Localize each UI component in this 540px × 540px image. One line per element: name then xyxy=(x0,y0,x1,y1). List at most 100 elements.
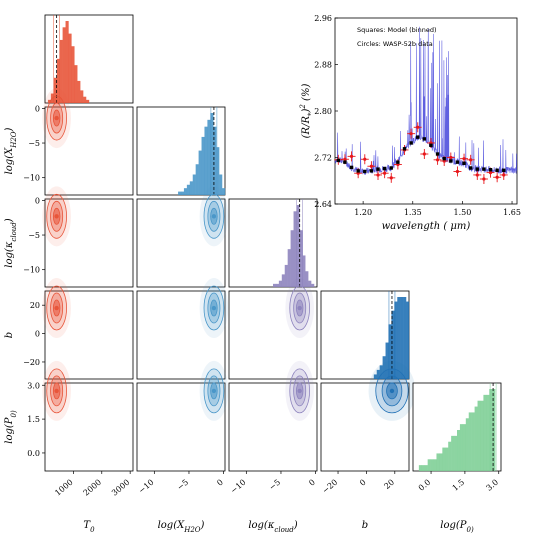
data-point xyxy=(462,157,466,161)
density-peak xyxy=(211,214,217,219)
histogram-bar xyxy=(219,174,223,195)
histogram-bar xyxy=(480,400,484,471)
model-binned-point xyxy=(402,147,407,151)
y-axis-label: b xyxy=(4,332,15,338)
histogram-bar xyxy=(400,297,404,379)
x-axis-label: log(XH2O) xyxy=(158,520,205,534)
x-tick-label: 0.0 xyxy=(417,478,433,493)
histogram-bar xyxy=(474,406,478,471)
histogram-bar xyxy=(471,412,475,471)
histogram-bar xyxy=(465,418,469,471)
histogram-bar xyxy=(454,435,458,471)
histogram-bar xyxy=(210,113,214,195)
histogram-bar xyxy=(56,58,60,103)
panel-kcloud-vs-kcloud xyxy=(228,198,318,288)
data-point xyxy=(495,175,499,179)
x-tick-label: 0 xyxy=(358,478,368,488)
x-tick-label: 1000 xyxy=(53,478,74,498)
histogram-bar xyxy=(74,65,78,103)
histogram-bar xyxy=(394,301,398,379)
x-tick-label: −20 xyxy=(321,478,340,496)
x-tick-label: −5 xyxy=(267,478,282,492)
y-tick-label: 0 xyxy=(35,104,40,113)
y-tick-label: −5 xyxy=(28,139,40,148)
histogram-bar xyxy=(436,453,440,471)
histogram-bar xyxy=(68,33,72,103)
panel-frame xyxy=(136,382,226,472)
data-point xyxy=(449,155,453,160)
model-binned-point xyxy=(442,156,446,161)
spectrum-panel: 1.20 1.35 1.50 1.65 2.64 2.72 2.80 2.88 2.96 wave… xyxy=(299,14,521,232)
model-binned-point xyxy=(455,160,460,164)
histogram-bar xyxy=(290,230,294,287)
data-point xyxy=(349,154,354,158)
histogram-bar xyxy=(382,356,386,379)
spectrum-legend-entry: Squares: Model (binned) xyxy=(357,26,436,34)
histogram-bar xyxy=(442,447,446,471)
data-point xyxy=(502,173,506,177)
panel-P0-vs-kcloud xyxy=(228,360,318,472)
model-binned-point xyxy=(502,168,506,172)
x-tick-label: −10 xyxy=(137,478,156,496)
model-binned-point xyxy=(336,158,341,163)
model-binned-point xyxy=(396,160,400,164)
histogram-bar xyxy=(71,46,75,103)
histogram-bar xyxy=(302,255,306,287)
panel-frame xyxy=(136,290,226,380)
spectrum-y-tick-label: 2.72 xyxy=(314,154,332,163)
panel-kcloud-vs-XH2O xyxy=(136,186,229,288)
histogram-bar xyxy=(477,400,481,471)
histogram-bar xyxy=(418,465,422,471)
model-binned-point xyxy=(422,137,427,141)
density-peak xyxy=(211,305,217,311)
histogram-bar xyxy=(459,424,464,471)
model-binned-point xyxy=(468,166,473,170)
spectrum-legend-entry: Circles: WASP-52b data xyxy=(357,40,433,48)
x-tick-label: 3.0 xyxy=(484,478,500,493)
model-binned-point xyxy=(449,159,453,163)
histogram-bar xyxy=(186,184,190,195)
spectrum-y-tick-label: 2.80 xyxy=(314,107,332,116)
x-axis-label: log(κcloud) xyxy=(248,520,297,534)
histogram-bar xyxy=(83,96,87,103)
histogram-bar xyxy=(379,365,383,379)
histogram-bar xyxy=(213,126,217,195)
histogram-bar xyxy=(486,394,490,471)
histogram-bar xyxy=(427,459,431,471)
histogram-bar xyxy=(59,39,63,103)
x-tick-label: 0 xyxy=(307,478,317,488)
data-point xyxy=(389,176,393,180)
histogram-bar xyxy=(439,453,443,471)
data-point xyxy=(469,158,473,162)
histogram-bar xyxy=(376,369,380,379)
spectrum-y-tick-label: 2.88 xyxy=(314,61,332,70)
histogram-bar xyxy=(178,191,182,195)
data-point xyxy=(482,177,486,181)
histogram-bar xyxy=(86,99,90,103)
histogram-bar xyxy=(195,164,199,195)
histogram-bar xyxy=(62,27,66,103)
spectrum-x-tick-label: 1.20 xyxy=(354,208,372,217)
spectrum-y-tick-label: 2.64 xyxy=(314,200,332,209)
histogram-bar xyxy=(430,459,434,471)
y-tick-label: −5 xyxy=(28,231,40,240)
model-binned-point xyxy=(495,168,499,172)
data-point xyxy=(376,173,380,177)
data-point xyxy=(475,173,479,177)
histogram-bar xyxy=(207,119,211,195)
histogram-bar xyxy=(391,310,395,379)
panel-b-vs-kcloud xyxy=(228,278,318,380)
density-peak xyxy=(54,305,59,311)
histogram-bar xyxy=(281,274,285,287)
histogram-bar xyxy=(305,271,309,287)
data-point xyxy=(455,169,460,174)
panel-T0-vs-T0 xyxy=(44,14,134,104)
spectrum-x-axis-label: wavelength ( μm) xyxy=(382,221,471,232)
panel-P0-vs-XH2O xyxy=(136,360,229,472)
histogram-bar xyxy=(296,205,300,287)
x-axis-label: b xyxy=(362,520,368,531)
density-peak xyxy=(297,388,302,394)
histogram-bar xyxy=(299,230,303,287)
histogram-bar xyxy=(424,465,428,471)
histogram-bar xyxy=(445,447,449,471)
